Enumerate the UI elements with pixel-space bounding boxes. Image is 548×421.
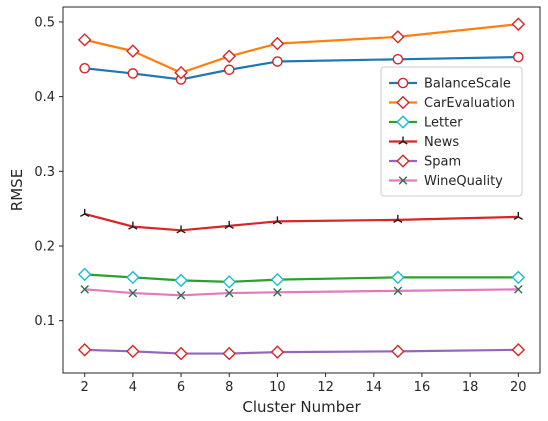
data-point-spam [222, 346, 237, 361]
data-point-balancescale [392, 53, 404, 65]
x-tick-label: 6 [177, 380, 185, 395]
axes-layer: 2 4 6 8 10 12 14 16 18 20 0.1 0.2 0.3 0.4 0.5 [34, 6, 541, 395]
data-point-news [393, 214, 403, 223]
data-point-carevaluation [270, 36, 285, 51]
data-point-news [513, 211, 523, 220]
plot-frame [62, 6, 541, 374]
series-line-spam [84, 348, 519, 355]
legend-marker [397, 77, 409, 89]
data-point-spam [174, 346, 188, 361]
legend-item-news: News [389, 135, 459, 150]
data-point-balancescale [513, 51, 524, 63]
legend-item-letter: Letter [389, 115, 463, 131]
data-point-letter [391, 270, 405, 285]
x-tick-label: 14 [365, 380, 382, 395]
series-carevaluation [77, 17, 526, 80]
data-point-carevaluation [174, 65, 188, 80]
data-point-spam [511, 343, 526, 357]
data-point-news [128, 221, 138, 230]
data-point-balancescale [79, 62, 90, 74]
y-tick-label: 0.1 [34, 314, 55, 329]
x-tick-label: 10 [269, 380, 286, 395]
series-line-news [84, 212, 519, 232]
series-line-winequality [84, 288, 519, 297]
data-point-carevaluation [222, 49, 237, 64]
legend-label: WineQuality [424, 174, 503, 189]
data-point-balancescale [127, 68, 139, 79]
data-point-winequality [273, 288, 282, 297]
data-point-carevaluation [391, 30, 405, 44]
data-point-winequality [224, 288, 234, 298]
x-tick-label: 18 [462, 380, 479, 395]
data-point-news [224, 220, 234, 229]
series-winequality [80, 285, 523, 300]
legend-label: BalanceScale [424, 77, 511, 92]
legend-item-spam: Spam [389, 154, 461, 170]
series-balancescale [79, 51, 524, 85]
y-axis-label: RMSE [8, 169, 26, 211]
data-point-news [272, 216, 283, 225]
series-spam [77, 343, 526, 361]
legend-label: CarEvaluation [424, 96, 515, 111]
data-point-news [80, 208, 90, 218]
data-point-spam [391, 344, 405, 359]
legend-marker [396, 95, 410, 110]
data-point-letter [270, 272, 285, 287]
x-tick-label: 2 [81, 380, 89, 395]
legend-item-winequality: WineQuality [389, 174, 503, 189]
data-point-letter [222, 275, 237, 289]
legend-marker [398, 136, 408, 145]
legend-marker [398, 176, 408, 185]
x-tick-label: 8 [225, 380, 233, 395]
data-point-winequality [514, 285, 523, 294]
data-point-spam [77, 343, 92, 357]
data-point-balancescale [272, 56, 283, 67]
data-point-winequality [128, 288, 138, 298]
data-point-carevaluation [511, 17, 526, 31]
legend-label: Spam [424, 155, 461, 170]
series-layer [77, 17, 526, 361]
data-point-letter [511, 270, 526, 285]
x-tick-label: 20 [510, 380, 527, 395]
data-point-news [176, 225, 186, 234]
legend-marker [396, 115, 410, 129]
x-tick-label: 4 [129, 380, 137, 395]
legend-box [380, 66, 523, 197]
data-point-balancescale [223, 64, 235, 76]
y-tick-label: 0.2 [34, 240, 55, 255]
series-line-carevaluation [84, 23, 519, 74]
series-news [80, 208, 523, 234]
series-letter [77, 267, 526, 289]
legend-item-balancescale: BalanceScale [389, 77, 511, 92]
data-point-letter [77, 267, 92, 282]
data-point-letter [126, 270, 140, 285]
legend-item-carevaluation: CarEvaluation [389, 95, 515, 111]
data-point-spam [270, 345, 285, 359]
x-tick-label: 12 [317, 380, 334, 395]
x-axis-label: Cluster Number [242, 398, 361, 416]
data-point-winequality [176, 291, 186, 300]
data-point-winequality [393, 286, 403, 296]
data-point-winequality [80, 285, 89, 294]
legend: BalanceScale CarEvaluation Letter News Spam W… [380, 66, 523, 197]
y-tick-label: 0.4 [34, 90, 55, 105]
data-point-carevaluation [77, 33, 92, 47]
legend-label: News [424, 135, 459, 150]
series-line-letter [84, 273, 519, 283]
data-point-spam [126, 344, 140, 359]
x-tick-label: 16 [414, 380, 431, 395]
data-point-carevaluation [126, 44, 140, 58]
y-tick-label: 0.3 [34, 165, 55, 180]
legend-marker [396, 154, 410, 168]
legend-label: Letter [424, 116, 463, 131]
data-point-letter [174, 273, 188, 288]
y-tick-label: 0.5 [34, 15, 55, 30]
